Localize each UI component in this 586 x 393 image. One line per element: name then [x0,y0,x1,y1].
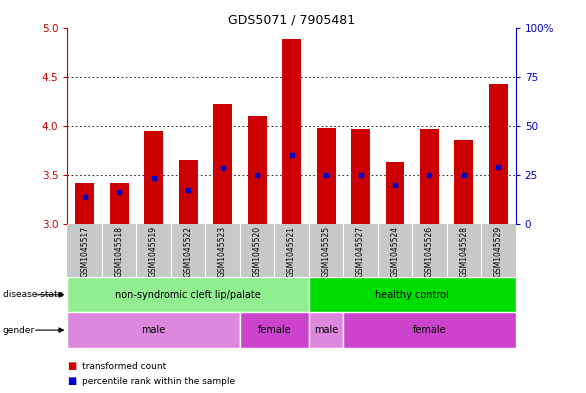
Text: GSM1045527: GSM1045527 [356,226,365,277]
Text: GSM1045517: GSM1045517 [80,226,89,277]
Text: GSM1045519: GSM1045519 [149,226,158,277]
Title: GDS5071 / 7905481: GDS5071 / 7905481 [228,13,355,26]
Bar [386,162,404,224]
Text: GSM1045520: GSM1045520 [253,226,261,277]
Bar [75,183,94,224]
Text: GSM1045528: GSM1045528 [459,226,468,277]
Text: GSM1045529: GSM1045529 [494,226,503,277]
Text: percentile rank within the sample: percentile rank within the sample [82,377,235,386]
Text: female: female [257,325,291,335]
Bar [316,128,336,224]
Bar [351,129,370,224]
Text: GSM1045518: GSM1045518 [115,226,124,277]
Bar [240,312,309,348]
Text: GSM1045522: GSM1045522 [183,226,193,277]
Text: GSM1045521: GSM1045521 [287,226,296,277]
Bar [489,84,508,224]
Bar [343,312,516,348]
Bar [67,312,240,348]
Text: GSM1045524: GSM1045524 [390,226,400,277]
Bar [213,104,232,224]
Text: non-syndromic cleft lip/palate: non-syndromic cleft lip/palate [115,290,261,300]
Text: male: male [141,325,166,335]
Bar [247,116,267,224]
Text: male: male [314,325,338,335]
Text: female: female [413,325,447,335]
Bar [309,312,343,348]
Text: disease state: disease state [3,290,63,299]
Text: transformed count: transformed count [82,362,166,371]
Text: healthy control: healthy control [376,290,449,300]
Text: gender: gender [3,326,35,334]
Text: ■: ■ [67,376,77,386]
Bar [110,183,128,224]
Text: GSM1045525: GSM1045525 [322,226,331,277]
Text: GSM1045523: GSM1045523 [218,226,227,277]
Bar [455,140,473,224]
Text: ■: ■ [67,361,77,371]
Bar [282,39,301,224]
Text: GSM1045526: GSM1045526 [425,226,434,277]
Bar [420,129,439,224]
Bar [144,130,163,224]
Bar [67,277,309,312]
Bar [179,160,197,224]
Bar [309,277,516,312]
